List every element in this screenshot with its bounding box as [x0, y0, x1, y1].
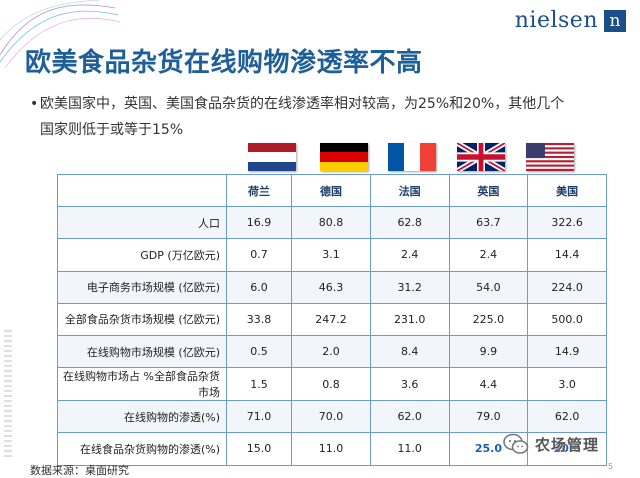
table-cell: 62.0 — [527, 400, 607, 434]
table-cell: 3.1 — [291, 238, 371, 272]
table-cell-highlight: 20.0 — [527, 432, 607, 466]
row-label: 人口 — [57, 206, 227, 240]
flag-row — [0, 143, 640, 173]
table-cell: 225.0 — [448, 302, 529, 336]
comparison-table: 荷兰 德国 法国 英国 美国 人口 16.9 80.8 62.8 63.7 32… — [57, 173, 607, 466]
table-cell: 2.4 — [448, 238, 529, 272]
page-title: 欧美食品杂货在线购物渗透率不高 — [25, 48, 423, 78]
table-row: 在线食品杂货购物的渗透(%) 15.0 11.0 11.0 25.0 20.0 — [57, 432, 607, 466]
table-cell: 54.0 — [448, 270, 529, 304]
table-row: 在线购物的渗透(%) 71.0 70.0 62.0 79.0 62.0 — [57, 400, 607, 434]
table-cell: 16.9 — [225, 206, 293, 240]
brand-logo: nielsen n — [515, 8, 626, 33]
table-cell: 1.5 — [225, 367, 293, 402]
table-cell: 14.9 — [527, 334, 607, 369]
table-header-row: 荷兰 德国 法国 英国 美国 — [57, 173, 607, 208]
table-cell: 3.6 — [369, 367, 450, 402]
table-row: 在线购物市场占 %全部食品杂货市场 1.5 0.8 3.6 4.4 3.0 — [57, 367, 607, 402]
row-label: GDP (万亿欧元) — [57, 238, 227, 272]
table-cell: 62.8 — [369, 206, 450, 240]
table-cell: 79.0 — [448, 400, 529, 434]
table-cell: 3.0 — [527, 367, 607, 402]
table-cell: 70.0 — [291, 400, 371, 434]
table-cell: 33.8 — [225, 302, 293, 336]
table-cell: 63.7 — [448, 206, 529, 240]
table-cell: 9.9 — [448, 334, 529, 369]
table-cell: 80.8 — [291, 206, 371, 240]
germany-flag-icon — [320, 143, 368, 171]
table-cell: 62.0 — [369, 400, 450, 434]
table-cell: 6.0 — [225, 270, 293, 304]
table-header-us: 美国 — [527, 173, 607, 208]
brand-wordmark: nielsen — [514, 8, 598, 33]
usa-flag-icon — [526, 143, 574, 171]
table-cell: 8.4 — [369, 334, 450, 369]
france-flag-icon — [388, 143, 436, 171]
table-header-uk: 英国 — [448, 173, 529, 208]
table-row: GDP (万亿欧元) 0.7 3.1 2.4 2.4 14.4 — [57, 238, 607, 272]
wechat-icon — [503, 433, 529, 454]
table-cell: 500.0 — [527, 302, 607, 336]
row-label: 在线购物市场占 %全部食品杂货市场 — [57, 367, 227, 402]
uk-flag-icon — [457, 143, 505, 171]
watermark-text: 农场管理 — [535, 435, 600, 454]
netherlands-flag-icon — [248, 143, 296, 171]
table-cell: 247.2 — [291, 302, 371, 336]
table-row: 电子商务市场规模 (亿欧元) 6.0 46.3 31.2 54.0 224.0 — [57, 270, 607, 304]
table-cell: 0.5 — [225, 334, 293, 369]
row-label: 全部食品杂货市场规模 (亿欧元) — [57, 302, 227, 336]
table-row: 在线购物市场规模 (亿欧元) 0.5 2.0 8.4 9.9 14.9 — [57, 334, 607, 369]
row-label: 在线食品杂货购物的渗透(%) — [57, 432, 227, 466]
table-cell: 2.0 — [291, 334, 371, 369]
table-row: 人口 16.9 80.8 62.8 63.7 322.6 — [57, 206, 607, 240]
watermark: 农场管理 — [503, 433, 599, 455]
table-header-de: 德国 — [291, 173, 371, 208]
table-cell: 11.0 — [291, 432, 371, 466]
table-cell: 0.8 — [291, 367, 371, 402]
table-header-fr: 法国 — [369, 173, 450, 208]
table-cell: 322.6 — [527, 206, 607, 240]
data-source-note: 数据来源：桌面研究 — [30, 464, 129, 477]
table-cell: 31.2 — [369, 270, 450, 304]
table-cell: 2.4 — [369, 238, 450, 272]
table-header-blank — [57, 173, 227, 208]
row-label: 电子商务市场规模 (亿欧元) — [57, 270, 227, 304]
table-cell: 4.4 — [448, 367, 529, 402]
bullet-line-2: 国家则低于或等于15% — [40, 122, 184, 138]
table-cell: 11.0 — [369, 432, 450, 466]
table-cell: 46.3 — [291, 270, 371, 304]
bullet-line-1: 欧美国家中，英国、美国食品杂货的在线渗透率相对较高，为25%和20%，其他几个 — [40, 96, 565, 112]
bullet-dot-icon: • — [30, 96, 39, 112]
bullet-text: • 欧美国家中，英国、美国食品杂货的在线渗透率相对较高，为25%和20%，其他几… — [30, 91, 615, 143]
table-cell: 224.0 — [527, 270, 607, 304]
table-cell: 14.4 — [527, 238, 607, 272]
row-label: 在线购物市场规模 (亿欧元) — [57, 334, 227, 369]
table-row: 全部食品杂货市场规模 (亿欧元) 33.8 247.2 231.0 225.0 … — [57, 302, 607, 336]
table-cell: 15.0 — [225, 432, 293, 466]
row-label: 在线购物的渗透(%) — [57, 400, 227, 434]
table-cell: 231.0 — [369, 302, 450, 336]
page-number: 5 — [608, 462, 614, 471]
brand-mark-icon: n — [604, 9, 626, 32]
table-header-nl: 荷兰 — [225, 173, 293, 208]
table-cell: 71.0 — [225, 400, 293, 434]
decorative-swirl — [0, 0, 120, 69]
table-cell: 0.7 — [225, 238, 293, 272]
side-copyright-strip — [4, 330, 12, 460]
